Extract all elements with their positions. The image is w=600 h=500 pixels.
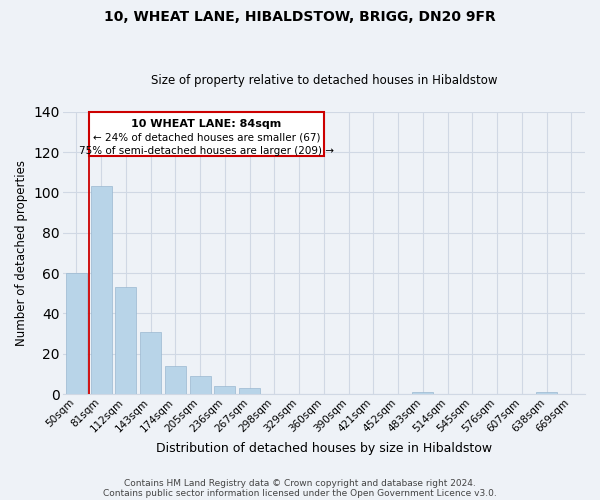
Text: ← 24% of detached houses are smaller (67): ← 24% of detached houses are smaller (67… [92, 133, 320, 143]
Bar [190, 376, 211, 394]
Bar [140, 332, 161, 394]
X-axis label: Distribution of detached houses by size in Hibaldstow: Distribution of detached houses by size … [156, 442, 492, 455]
Title: Size of property relative to detached houses in Hibaldstow: Size of property relative to detached ho… [151, 74, 497, 87]
Bar [412, 392, 433, 394]
Bar [165, 366, 186, 394]
Text: 10, WHEAT LANE, HIBALDSTOW, BRIGG, DN20 9FR: 10, WHEAT LANE, HIBALDSTOW, BRIGG, DN20 … [104, 10, 496, 24]
Text: 10 WHEAT LANE: 84sqm: 10 WHEAT LANE: 84sqm [131, 119, 281, 129]
Bar [66, 273, 87, 394]
Y-axis label: Number of detached properties: Number of detached properties [15, 160, 28, 346]
Bar [536, 392, 557, 394]
Bar [214, 386, 235, 394]
Bar [115, 287, 136, 394]
Bar [91, 186, 112, 394]
Text: Contains HM Land Registry data © Crown copyright and database right 2024.: Contains HM Land Registry data © Crown c… [124, 478, 476, 488]
FancyBboxPatch shape [89, 112, 324, 156]
Bar [239, 388, 260, 394]
Text: Contains public sector information licensed under the Open Government Licence v3: Contains public sector information licen… [103, 488, 497, 498]
Text: 75% of semi-detached houses are larger (209) →: 75% of semi-detached houses are larger (… [79, 146, 334, 156]
